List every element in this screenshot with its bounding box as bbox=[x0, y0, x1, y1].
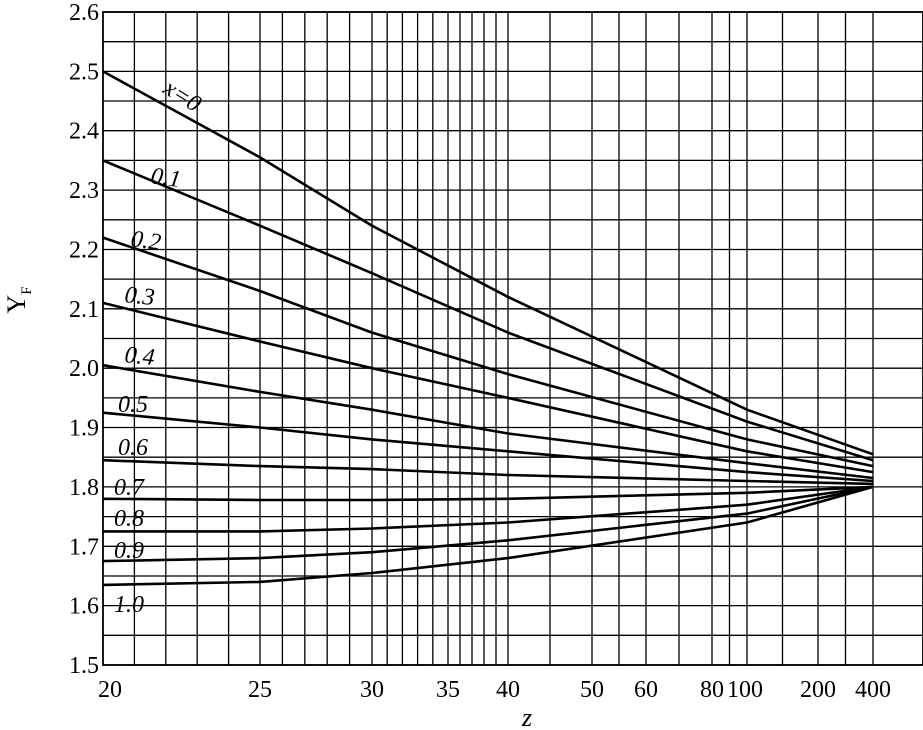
series-label: x=0 bbox=[158, 75, 206, 118]
x-tick-label: 40 bbox=[496, 677, 520, 703]
y-axis-label-subscript: F bbox=[19, 286, 35, 294]
x-tick-label: 30 bbox=[360, 677, 384, 703]
y-tick-label: 1.5 bbox=[69, 653, 99, 679]
series-line-0-2 bbox=[102, 236, 874, 468]
series-line-1-0 bbox=[102, 485, 874, 587]
x-tick-label: 25 bbox=[248, 677, 272, 703]
x-tick-label: 100 bbox=[727, 677, 763, 703]
chart-grid bbox=[102, 11, 923, 666]
series-line-0-3 bbox=[102, 301, 874, 474]
series-label: 0.2 bbox=[129, 226, 162, 256]
y-tick-label: 2.3 bbox=[69, 178, 99, 204]
y-tick-label: 1.7 bbox=[69, 534, 99, 560]
x-tick-label: 200 bbox=[800, 677, 836, 703]
x-tick-label: 80 bbox=[700, 677, 724, 703]
chart-series-group bbox=[102, 70, 874, 587]
plot-frame bbox=[102, 11, 923, 666]
series-line-0-6 bbox=[102, 458, 874, 486]
series-label: 0.8 bbox=[114, 506, 144, 532]
x-tick-label: 60 bbox=[634, 677, 658, 703]
y-tick-label: 2.1 bbox=[69, 297, 99, 323]
series-label: 0.6 bbox=[118, 435, 148, 461]
series-label: 0.5 bbox=[118, 392, 148, 418]
chart-series-labels: x=0 0.1 0.2 0.3 0.4 0.5 0.6 0.7 0.8 0.9 1.0 bbox=[114, 75, 206, 618]
y-tick-label: 2.5 bbox=[69, 59, 99, 85]
svg-text:YF: YF bbox=[2, 286, 35, 313]
series-line-0-4 bbox=[102, 363, 874, 480]
y-axis-label: YF bbox=[2, 286, 35, 313]
series-label: 0.7 bbox=[114, 475, 145, 501]
y-axis-label-main: Y bbox=[2, 295, 31, 314]
y-tick-label: 1.8 bbox=[69, 475, 99, 501]
x-tick-label: 20 bbox=[98, 677, 122, 703]
y-tick-label: 2.6 bbox=[69, 0, 99, 26]
series-label: 0.1 bbox=[149, 163, 182, 193]
series-label: 0.4 bbox=[123, 342, 156, 371]
series-line-x0 bbox=[102, 70, 874, 456]
x-tick-label: 50 bbox=[580, 677, 604, 703]
x-axis-label: z bbox=[521, 703, 532, 730]
chart-tick-labels: 1.5 1.6 1.7 1.8 1.9 2.0 2.1 2.2 2.3 2.4 2.5 2.6 20 25… bbox=[69, 0, 891, 703]
y-tick-label: 2.2 bbox=[69, 238, 99, 264]
series-line-0-8 bbox=[103, 485, 874, 533]
y-tick-label: 2.0 bbox=[69, 356, 99, 382]
series-label: 0.9 bbox=[114, 538, 144, 564]
series-line-0-7 bbox=[102, 485, 874, 502]
y-tick-label: 1.9 bbox=[69, 416, 99, 442]
series-label: 1.0 bbox=[114, 592, 144, 618]
series-line-0-5 bbox=[102, 411, 874, 483]
series-line-0-1 bbox=[102, 159, 874, 462]
series-label: 0.3 bbox=[123, 282, 156, 311]
y-tick-label: 1.6 bbox=[69, 594, 99, 620]
series-line-0-9 bbox=[102, 485, 874, 563]
x-tick-label: 400 bbox=[855, 677, 891, 703]
y-tick-label: 2.4 bbox=[69, 119, 99, 145]
x-tick-label: 35 bbox=[436, 677, 460, 703]
